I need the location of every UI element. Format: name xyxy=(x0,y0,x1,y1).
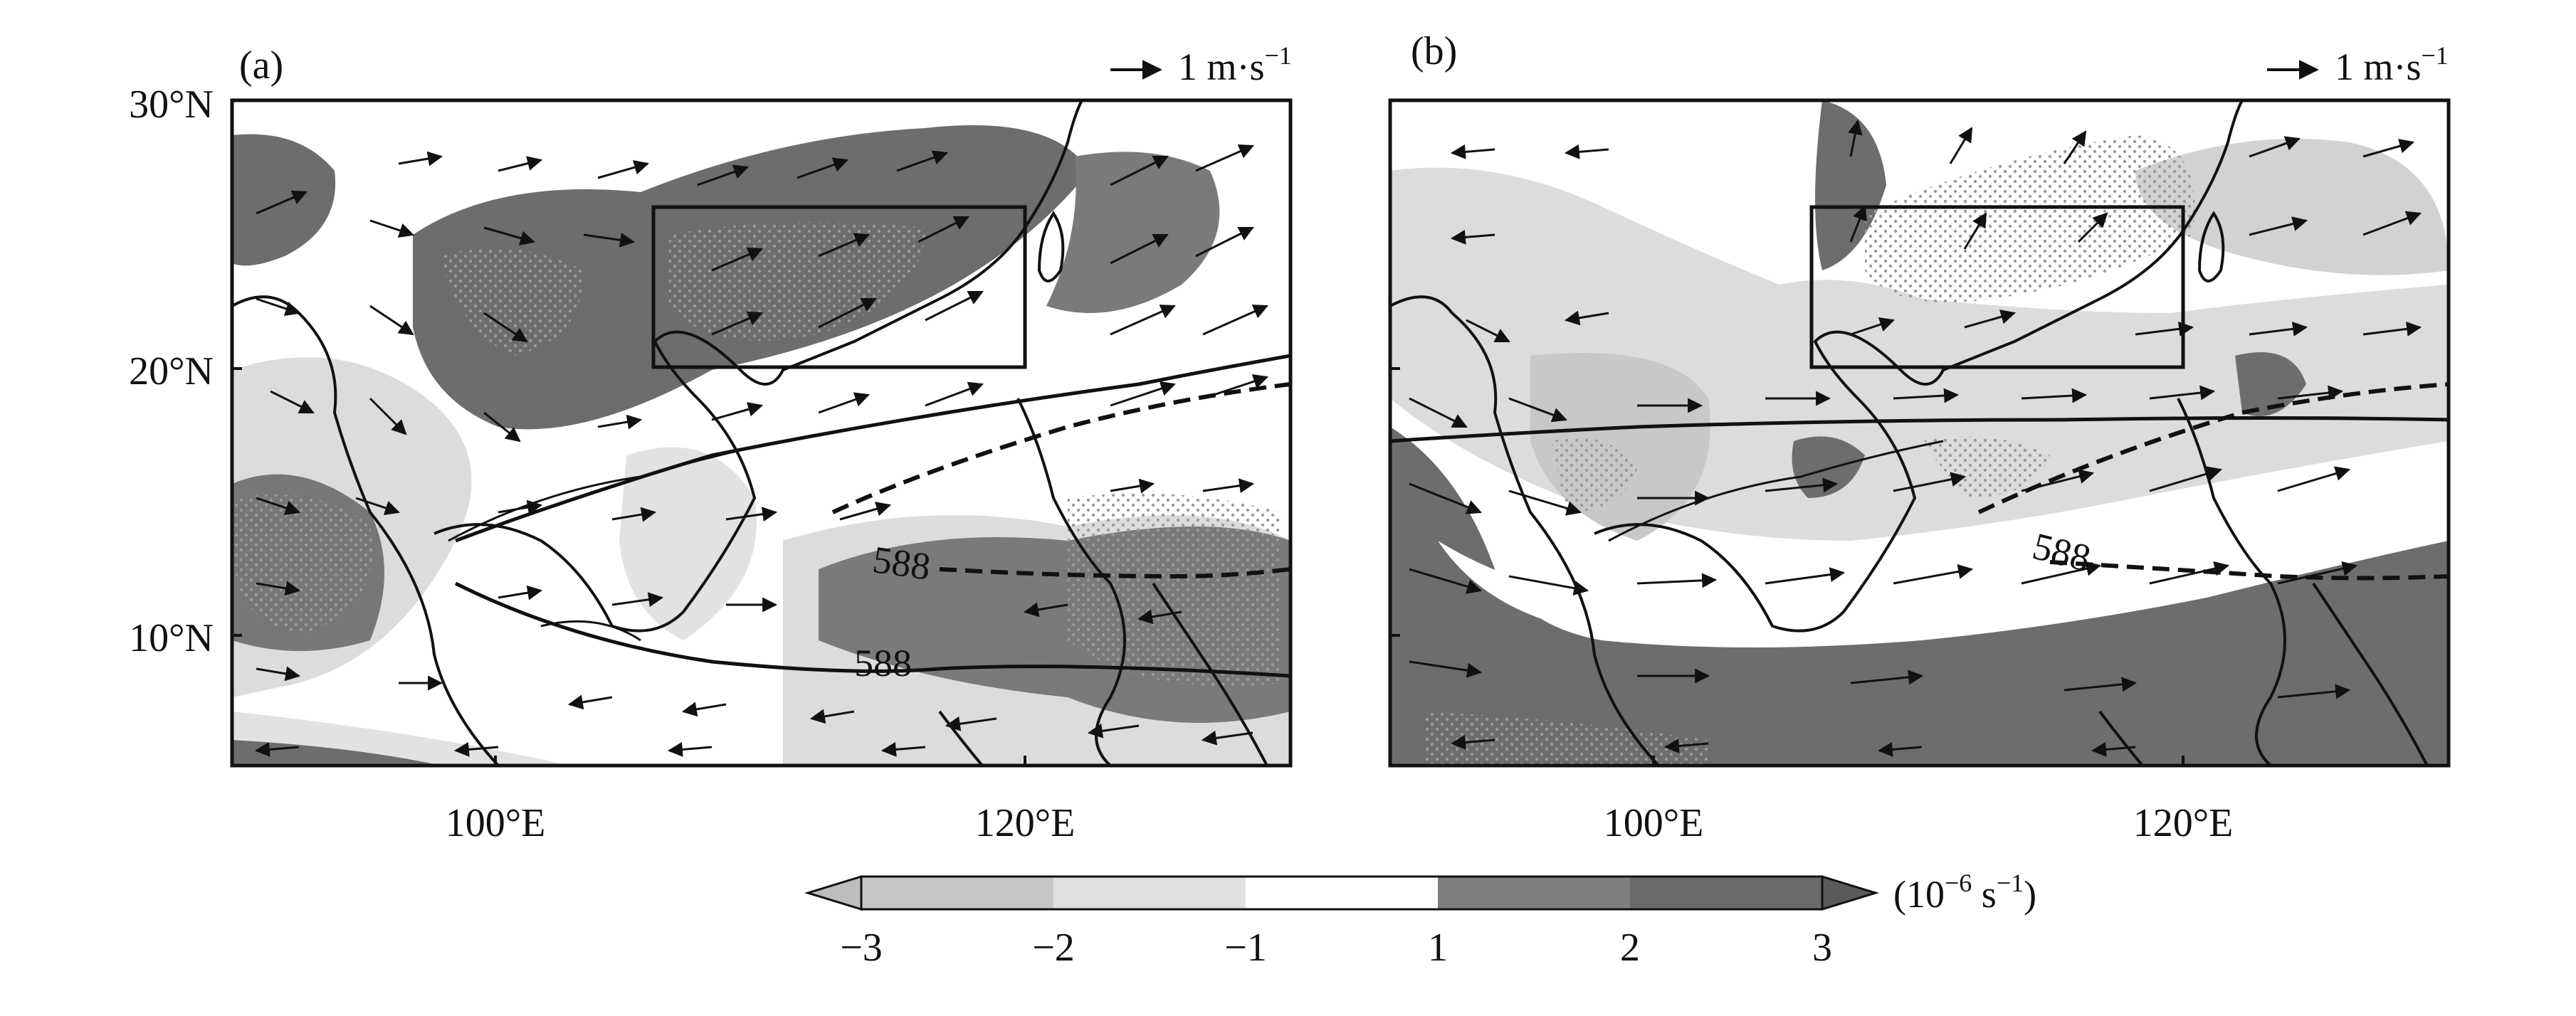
panel-b-shading xyxy=(1390,100,2449,766)
panel-a-contour-label-2: 588 xyxy=(854,642,912,684)
panel-a-analysis-box xyxy=(651,205,1027,369)
panel-a-shading xyxy=(232,100,1290,766)
panel-b-x-tick-120e: 120°E xyxy=(2133,801,2234,845)
panel-b-label: (b) xyxy=(1411,29,1457,73)
colorbar-bin-5 xyxy=(1630,877,1822,909)
panel-a-label: (a) xyxy=(239,43,283,88)
colorbar-bin-2 xyxy=(1053,877,1246,909)
panel-a-x-tick-120e: 120°E xyxy=(975,801,1076,845)
panel-b-analysis-box xyxy=(1809,205,2185,369)
panel-a-reference-vector: 1 m·s−1 xyxy=(1110,41,1292,88)
colorbar-tick-2: −2 xyxy=(1032,926,1075,970)
colorbar-tick-6: 3 xyxy=(1812,926,1832,970)
colorbar-bin-1 xyxy=(861,877,1053,909)
panel-b-x-tick-100e: 100°E xyxy=(1604,801,1704,845)
colorbar-unit: (10−6 s−1) xyxy=(1893,869,2036,916)
colorbar-tick-5: 2 xyxy=(1620,926,1640,970)
panel-b-frame xyxy=(1388,98,2451,768)
panel-b: 588 (b) 1 m·s−1 xyxy=(1388,29,2451,768)
colorbar: −3 −2 −1 1 2 3 (10−6 s−1) xyxy=(804,869,2036,970)
panel-b-wind-vectors xyxy=(1409,119,2422,757)
panel-a-ticks xyxy=(232,99,1026,766)
y-tick-10n: 10°N xyxy=(129,616,214,660)
y-tick-20n: 20°N xyxy=(129,349,214,393)
colorbar-bin-4 xyxy=(1438,877,1630,909)
colorbar-high-extension xyxy=(1821,874,1880,911)
panel-a-contour-label-1: 588 xyxy=(870,538,933,588)
panel-b-reference-vector-label: 1 m·s−1 xyxy=(2335,41,2449,88)
colorbar-low-extension xyxy=(804,874,863,911)
panel-a: 588 588 (a) 1 m·s−1 xyxy=(230,41,1293,768)
panel-a-x-tick-100e: 100°E xyxy=(446,801,546,845)
colorbar-bin-3 xyxy=(1246,877,1438,909)
y-tick-30n: 30°N xyxy=(129,83,214,127)
colorbar-tick-3: −1 xyxy=(1224,926,1267,970)
panel-a-reference-vector-label: 1 m·s−1 xyxy=(1178,41,1292,88)
panel-a-wind-vectors xyxy=(254,144,1268,757)
panel-a-frame xyxy=(230,98,1293,768)
panel-b-ticks xyxy=(1390,99,2185,766)
panel-b-reference-vector: 1 m·s−1 xyxy=(2267,41,2449,88)
colorbar-tick-4: 1 xyxy=(1428,926,1448,970)
colorbar-tick-1: −3 xyxy=(840,926,883,970)
